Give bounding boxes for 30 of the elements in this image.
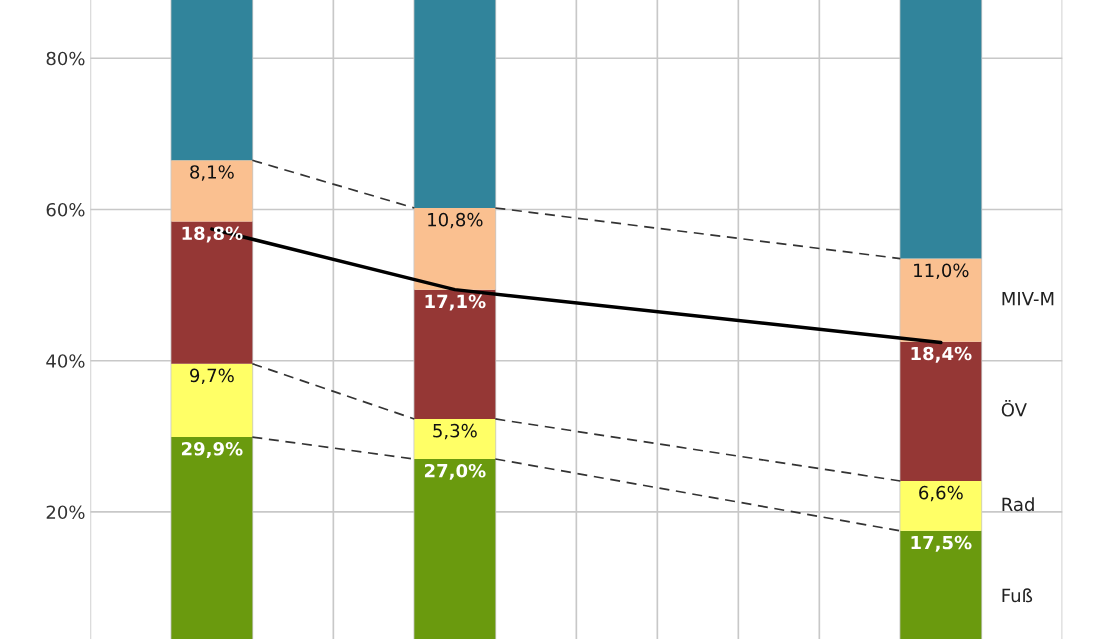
bar xyxy=(414,289,496,419)
data-label: 18,4% xyxy=(911,346,972,363)
series-label: Fuß xyxy=(1002,588,1033,603)
data-label: 10,8% xyxy=(428,212,483,229)
series-label: Rad xyxy=(1002,497,1034,512)
series-label: MIV-M xyxy=(1002,292,1054,306)
bar xyxy=(171,160,253,222)
bar xyxy=(900,0,982,259)
data-label: 11,0% xyxy=(914,263,969,279)
data-label: 18,8% xyxy=(182,226,243,243)
bar xyxy=(171,0,253,161)
y-tick-label: 60% xyxy=(46,202,85,217)
bar xyxy=(414,0,496,208)
series-label: ÖV xyxy=(1001,399,1027,417)
data-label: 9,7% xyxy=(190,368,234,385)
data-label: 29,9% xyxy=(181,441,243,458)
bar xyxy=(414,207,496,290)
bar xyxy=(414,418,496,460)
data-label: 27,0% xyxy=(424,463,486,480)
data-label: 6,6% xyxy=(919,485,963,502)
y-tick-label: 40% xyxy=(46,354,85,368)
y-tick-label: 80% xyxy=(46,51,85,66)
data-label: 8,1% xyxy=(190,165,234,181)
bar xyxy=(900,258,982,342)
data-label: 17,5% xyxy=(911,535,972,552)
data-label: 17,1% xyxy=(425,294,486,311)
y-tick-label: 20% xyxy=(46,505,85,520)
bar xyxy=(171,221,253,364)
data-label: 5,3% xyxy=(433,423,477,440)
bar xyxy=(900,341,982,481)
